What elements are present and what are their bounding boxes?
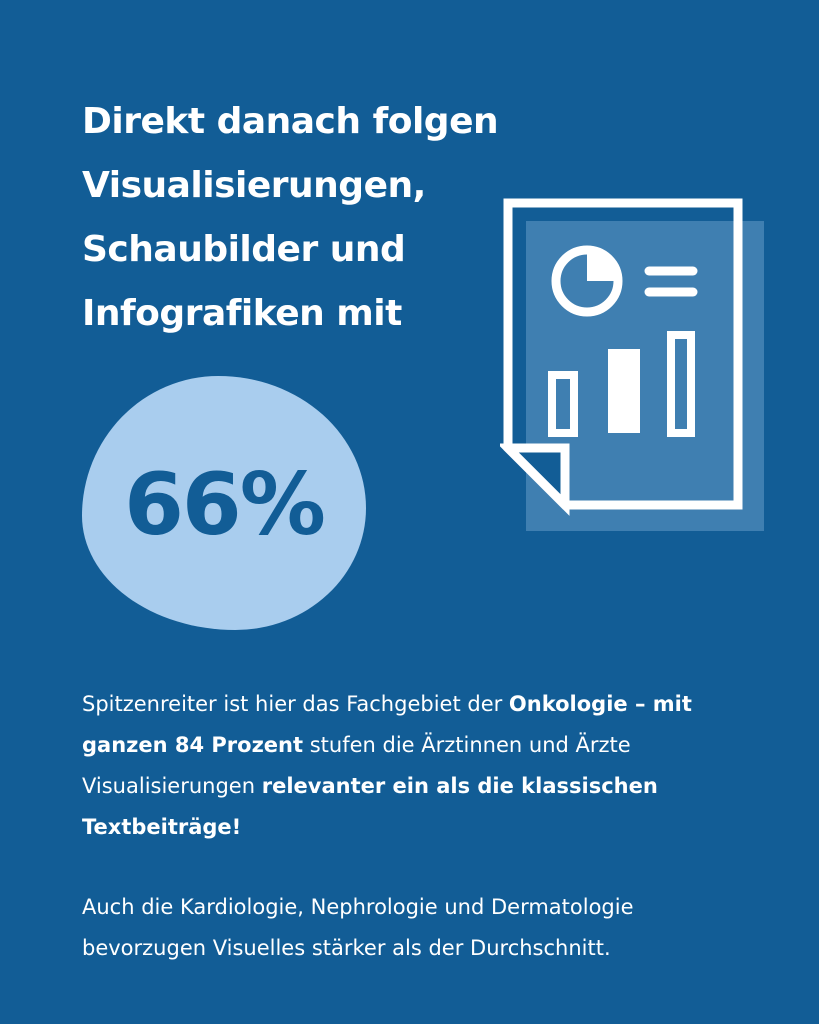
text-lines-icon [644,266,698,297]
document-fold [500,443,570,516]
headline-line-1: Direkt danach folgen [82,101,499,142]
headline-line-4: Infografiken mit [82,293,402,334]
document-outline [503,198,743,510]
headline-line-2: Visualisierungen, [82,165,426,206]
headline: Direkt danach folgen Visualisierungen, S… [82,90,522,346]
percent-value: 66% [124,455,326,555]
headline-line-3: Schaubilder und [82,229,406,270]
paragraph1-bold-1: Onkologie – mit ganzen 84 Prozent [82,692,692,757]
paragraph1-text-1: Spitzenreiter ist hier das Fachgebiet de… [82,692,509,716]
pie-chart-icon [551,245,623,317]
bar-chart-icon [548,331,695,437]
paragraph-onkologie: Spitzenreiter ist hier das Fachgebiet de… [82,684,742,848]
paragraph-other-fields: Auch die Kardiologie, Nephrologie und De… [82,895,634,960]
percent-blob [82,376,366,630]
report-document-icon [500,198,764,531]
paragraph1-text-2: stufen die Ärztinnen und Ärzte Visualisi… [82,733,631,798]
paragraph1-bold-2: relevanter ein als die klassischen Textb… [82,774,658,839]
